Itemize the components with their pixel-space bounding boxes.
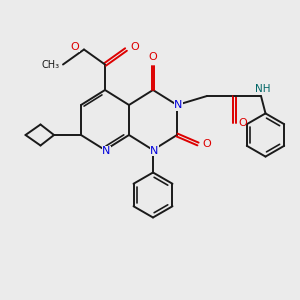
Text: N: N	[150, 146, 159, 156]
Text: O: O	[202, 139, 211, 149]
Text: CH₃: CH₃	[42, 59, 60, 70]
Text: O: O	[70, 41, 80, 52]
Text: N: N	[102, 146, 111, 157]
Text: N: N	[174, 100, 183, 110]
Text: NH: NH	[255, 83, 270, 94]
Text: O: O	[238, 118, 247, 128]
Text: O: O	[130, 41, 140, 52]
Text: O: O	[148, 52, 158, 62]
